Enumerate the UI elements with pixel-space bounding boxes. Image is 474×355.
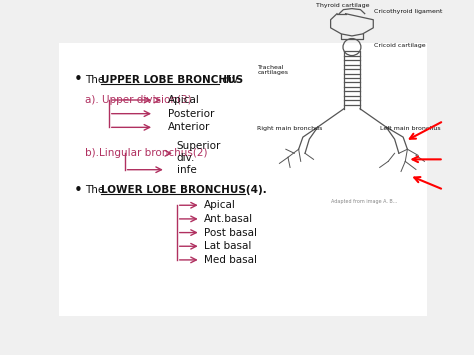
Text: Superior
div.: Superior div. <box>177 141 221 163</box>
Text: Thyroid cartilage: Thyroid cartilage <box>316 3 369 8</box>
Text: Cricothyroid ligament: Cricothyroid ligament <box>374 9 443 13</box>
Text: Apical: Apical <box>168 95 200 105</box>
Text: Ant.basal: Ant.basal <box>204 214 254 224</box>
Text: The: The <box>85 75 108 84</box>
Text: b).Lingular bronchus(2): b).Lingular bronchus(2) <box>85 148 208 158</box>
Text: infe: infe <box>177 165 197 175</box>
Text: LOWER LOBE BRONCHUS(4).: LOWER LOBE BRONCHUS(4). <box>101 185 267 195</box>
Text: Adapted from image A. B...: Adapted from image A. B... <box>331 199 397 204</box>
Text: Anterior: Anterior <box>168 122 210 132</box>
Text: Post basal: Post basal <box>204 228 257 237</box>
Text: UPPER LOBE BRONCHUS: UPPER LOBE BRONCHUS <box>101 75 244 84</box>
FancyBboxPatch shape <box>55 40 430 319</box>
Text: •: • <box>74 183 83 198</box>
Text: •: • <box>74 72 83 87</box>
Text: Posterior: Posterior <box>168 109 214 119</box>
Text: Med basal: Med basal <box>204 255 257 265</box>
Text: Left main bronchus: Left main bronchus <box>380 126 440 131</box>
Text: Cricoid cartilage: Cricoid cartilage <box>374 43 426 48</box>
Text: Right main bronchus: Right main bronchus <box>257 126 322 131</box>
Text: Apical: Apical <box>204 200 236 210</box>
Text: div: div <box>219 75 238 84</box>
Text: Lat basal: Lat basal <box>204 241 252 251</box>
Text: a). Upper division(3): a). Upper division(3) <box>85 95 191 105</box>
Text: The: The <box>85 185 108 195</box>
Text: Tracheal
cartilages: Tracheal cartilages <box>258 65 289 75</box>
